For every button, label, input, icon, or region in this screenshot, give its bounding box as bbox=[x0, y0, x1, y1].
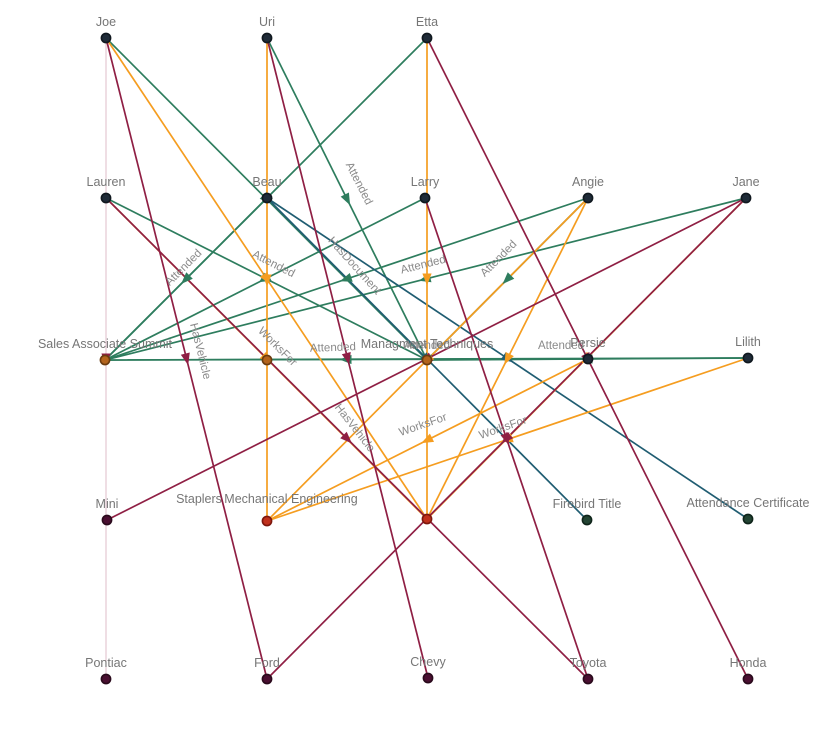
node-attcert[interactable] bbox=[742, 513, 754, 525]
hasvehicle-arrow-icon bbox=[180, 352, 190, 366]
hasvehicle-arrow-icon bbox=[341, 352, 351, 365]
node-pontiac[interactable] bbox=[100, 673, 112, 685]
node-label-angie: Angie bbox=[572, 175, 604, 189]
node-label-joe: Joe bbox=[96, 15, 116, 29]
node-label-ford: Ford bbox=[254, 656, 280, 670]
node-label-lauren: Lauren bbox=[87, 175, 126, 189]
node-etta[interactable] bbox=[421, 32, 433, 44]
node-label-beau: Beau bbox=[252, 175, 281, 189]
node-label-attcert: Attendance Certificate bbox=[687, 496, 810, 510]
edge-label-jane-sas: Attended bbox=[399, 254, 447, 277]
node-label-larry: Larry bbox=[411, 175, 440, 189]
node-label-mt: Managment Techniques bbox=[361, 337, 494, 351]
node-jane[interactable] bbox=[740, 192, 752, 204]
node-label-lilith: Lilith bbox=[735, 335, 761, 349]
node-label-honda: Honda bbox=[730, 656, 767, 670]
node-label-toyota: Toyota bbox=[570, 656, 607, 670]
worksfor-arrow-icon bbox=[422, 273, 432, 286]
node-sas[interactable] bbox=[99, 354, 111, 366]
node-label-jane: Jane bbox=[732, 175, 759, 189]
attended-arrow-icon bbox=[339, 273, 353, 282]
node-lilith[interactable] bbox=[742, 352, 754, 364]
node-label-pontiac: Pontiac bbox=[85, 656, 127, 670]
node-label-firebird: Firebird Title bbox=[553, 497, 622, 511]
node-larry[interactable] bbox=[419, 192, 431, 204]
edge-label-persie-staplers: WorksFor bbox=[398, 411, 449, 439]
node-beau[interactable] bbox=[261, 192, 273, 204]
node-mini[interactable] bbox=[101, 514, 113, 526]
node-lauren[interactable] bbox=[100, 192, 112, 204]
node-label-chevy: Chevy bbox=[410, 655, 446, 669]
node-labels-layer: Joe Uri Etta Lauren Beau Larry Angie Jane Sales … bbox=[38, 15, 810, 670]
attended-arrow-icon bbox=[340, 192, 351, 206]
node-firebird[interactable] bbox=[581, 514, 593, 526]
hasvehicle-arrow-icon bbox=[340, 431, 352, 444]
edge-label-lilith-sas: Attended bbox=[404, 340, 450, 352]
node-staplers[interactable] bbox=[261, 515, 273, 527]
edge-label-lauren-mecheng: WorksFor bbox=[255, 325, 299, 369]
node-label-persie: Persie bbox=[570, 336, 605, 350]
node-label-sas: Sales Associate Summit bbox=[38, 337, 173, 351]
node-angie[interactable] bbox=[582, 192, 594, 204]
node-honda[interactable] bbox=[742, 673, 754, 685]
attended-arrow-icon bbox=[502, 272, 515, 284]
node-chevy[interactable] bbox=[422, 672, 434, 684]
node-label-mecheng: Mechanical Engineering bbox=[224, 492, 357, 506]
node-uri[interactable] bbox=[261, 32, 273, 44]
hasvehicle-arrow-icon bbox=[501, 431, 514, 444]
nodes-layer bbox=[99, 32, 754, 685]
node-label-staplers: Staplers bbox=[176, 492, 222, 506]
node-persie[interactable] bbox=[582, 353, 594, 365]
node-toyota[interactable] bbox=[582, 673, 594, 685]
worksfor-arrow-icon bbox=[259, 271, 271, 285]
node-label-etta: Etta bbox=[416, 15, 438, 29]
worksfor-arrow-icon bbox=[504, 351, 514, 365]
node-joe[interactable] bbox=[100, 32, 112, 44]
node-mecheng[interactable] bbox=[421, 513, 433, 525]
edge-label-persie-sas: Attended bbox=[310, 341, 356, 355]
node-label-uri: Uri bbox=[259, 15, 275, 29]
worksfor-arrow-icon bbox=[421, 433, 435, 444]
node-label-mini: Mini bbox=[96, 497, 119, 511]
edge-label-joe-ford: HasVehicle bbox=[187, 322, 213, 381]
node-ford[interactable] bbox=[261, 673, 273, 685]
edge-label-lilith-mt: Attended bbox=[538, 340, 584, 352]
node-unknown[interactable] bbox=[261, 354, 273, 366]
attended-arrow-icon bbox=[181, 272, 193, 284]
node-mt[interactable] bbox=[421, 354, 433, 366]
